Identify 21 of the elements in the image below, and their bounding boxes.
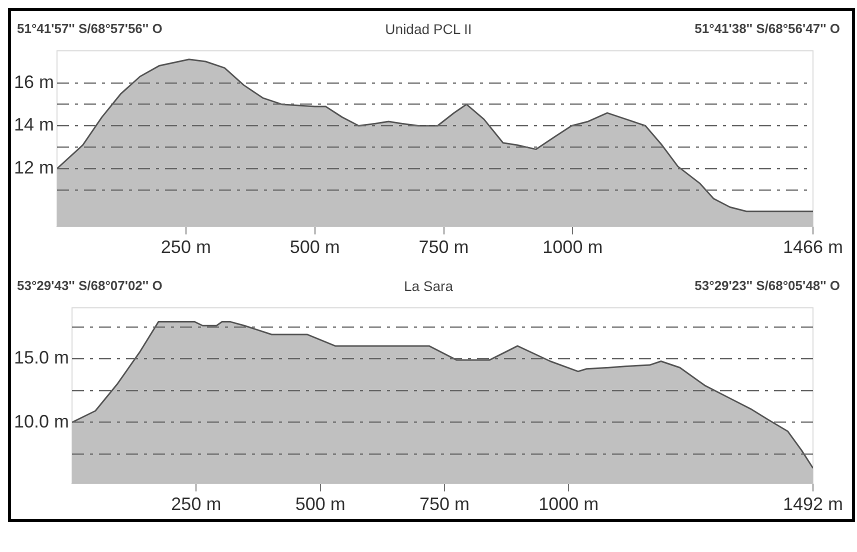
- y-tick-label: 12 m: [14, 158, 54, 178]
- x-tick-label: 250 m: [171, 494, 222, 514]
- text: 51°41'38'' S/68°56'47'' O: [694, 21, 840, 37]
- x-tick-label: 250 m: [160, 237, 211, 258]
- text: 53°29'43'' S/68°07'02'' O: [17, 278, 162, 294]
- x-tick-label: 500 m: [295, 494, 346, 514]
- x-tick-label: 1000 m: [542, 237, 603, 258]
- chart-title: Unidad PCL II: [385, 21, 472, 37]
- chart-title: La Sara: [404, 278, 454, 294]
- x-tick-label: 1466 m: [782, 237, 844, 258]
- text: 53°29'23'' S/68°05'48'' O: [694, 278, 840, 294]
- y-tick-label: 14 m: [14, 114, 54, 135]
- x-tick-label: 1492 m: [782, 494, 844, 514]
- y-tick-label: 16 m: [14, 72, 54, 92]
- x-tick-label: 750 m: [418, 237, 469, 258]
- text: 51°41'57'' S/68°57'56'' O: [17, 21, 162, 37]
- x-tick-label: 750 m: [419, 494, 470, 514]
- x-tick-label: 500 m: [290, 237, 340, 258]
- y-tick-label: 10.0 m: [14, 411, 70, 432]
- x-tick-label: 1000 m: [538, 494, 599, 514]
- y-tick-label: 15.0 m: [14, 348, 70, 368]
